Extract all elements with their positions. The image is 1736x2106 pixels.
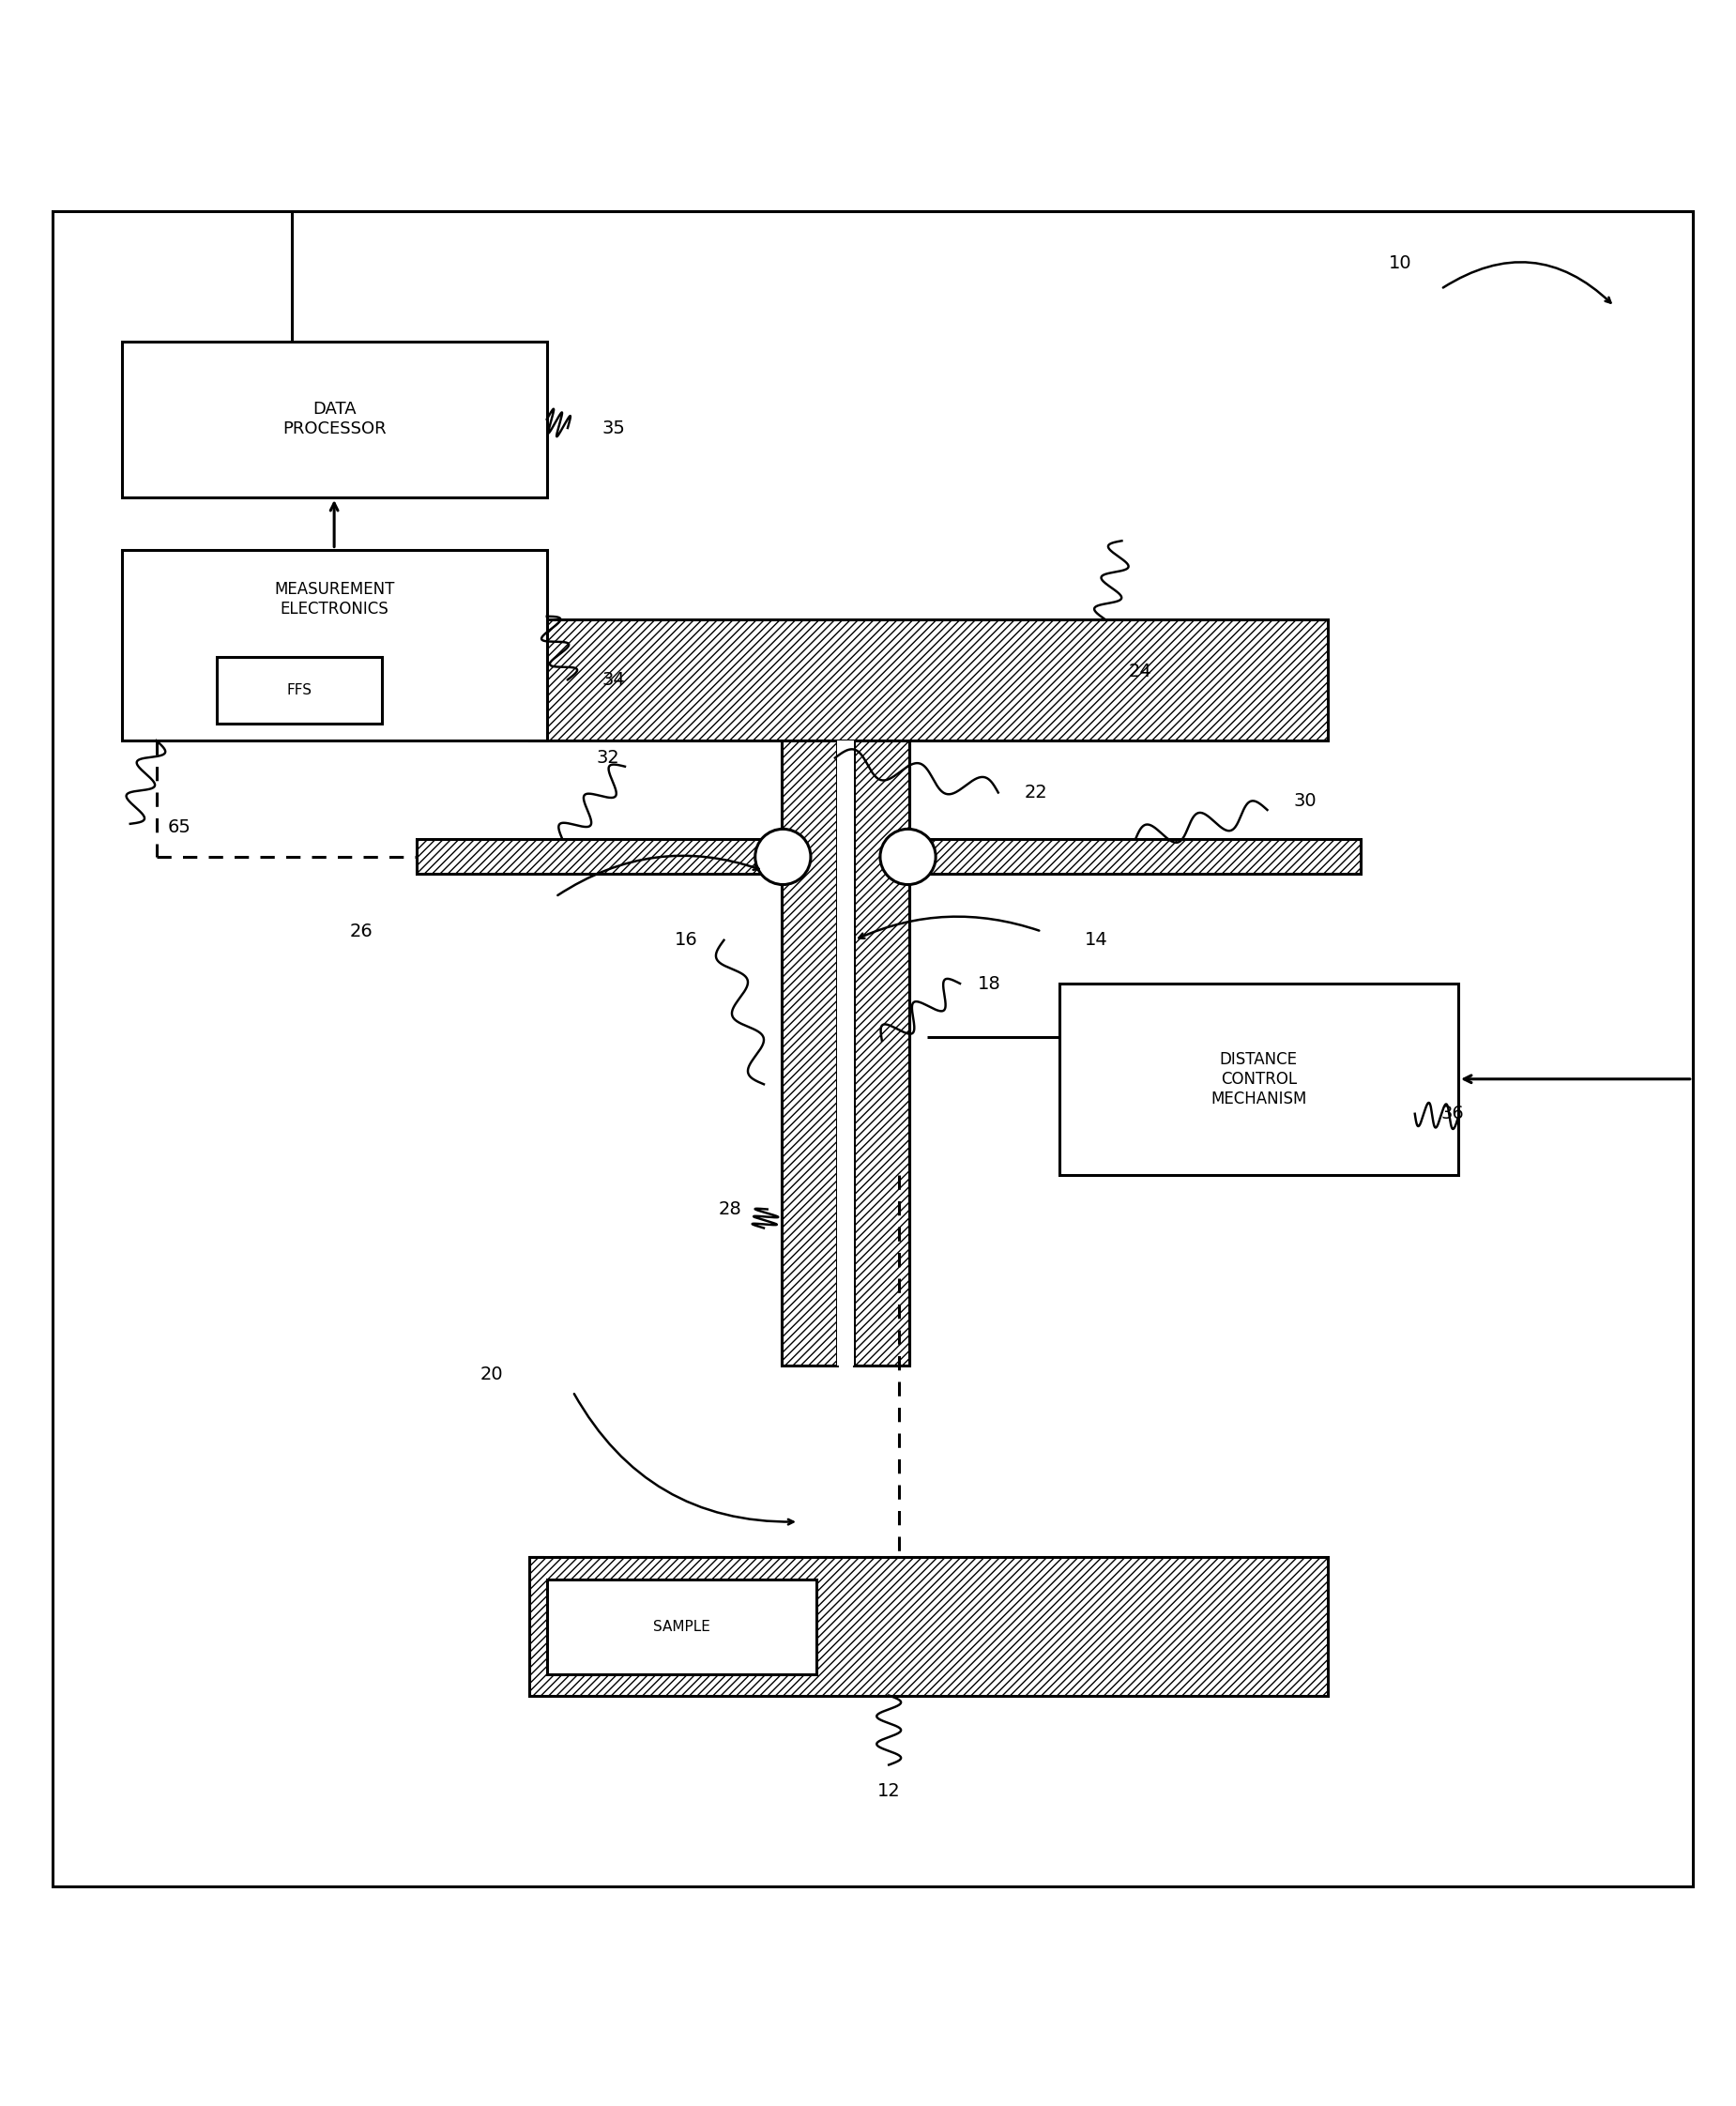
Text: 65: 65 xyxy=(168,819,191,836)
Text: 24: 24 xyxy=(1128,661,1151,680)
Text: 20: 20 xyxy=(481,1365,503,1384)
Text: 16: 16 xyxy=(675,931,698,950)
Bar xyxy=(854,741,910,1365)
Text: 28: 28 xyxy=(719,1200,741,1217)
Text: 32: 32 xyxy=(595,750,620,767)
Text: 35: 35 xyxy=(602,419,625,436)
Bar xyxy=(1059,984,1458,1175)
Bar xyxy=(837,741,854,1365)
Bar xyxy=(122,550,547,741)
Text: 14: 14 xyxy=(1085,931,1108,950)
Circle shape xyxy=(755,830,811,885)
Text: 18: 18 xyxy=(977,975,1000,992)
Bar xyxy=(781,741,837,1365)
Bar xyxy=(547,1580,816,1674)
Text: DATA
PROCESSOR: DATA PROCESSOR xyxy=(283,400,385,438)
Text: 30: 30 xyxy=(1293,792,1316,811)
Bar xyxy=(417,840,781,874)
Text: 34: 34 xyxy=(602,672,625,689)
Text: 12: 12 xyxy=(877,1782,901,1801)
Text: FFS: FFS xyxy=(286,682,312,697)
Bar xyxy=(910,840,1361,874)
Text: 10: 10 xyxy=(1389,255,1411,272)
Text: 36: 36 xyxy=(1441,1106,1463,1122)
Bar xyxy=(217,657,382,722)
Bar xyxy=(529,619,1328,741)
Text: SAMPLE: SAMPLE xyxy=(653,1620,710,1634)
Text: MEASUREMENT
ELECTRONICS: MEASUREMENT ELECTRONICS xyxy=(274,581,394,617)
Bar xyxy=(529,1556,1328,1695)
Circle shape xyxy=(880,830,936,885)
Text: 22: 22 xyxy=(1024,783,1047,802)
Bar xyxy=(122,341,547,497)
Text: DISTANCE
CONTROL
MECHANISM: DISTANCE CONTROL MECHANISM xyxy=(1210,1051,1307,1108)
Text: 26: 26 xyxy=(351,922,373,941)
